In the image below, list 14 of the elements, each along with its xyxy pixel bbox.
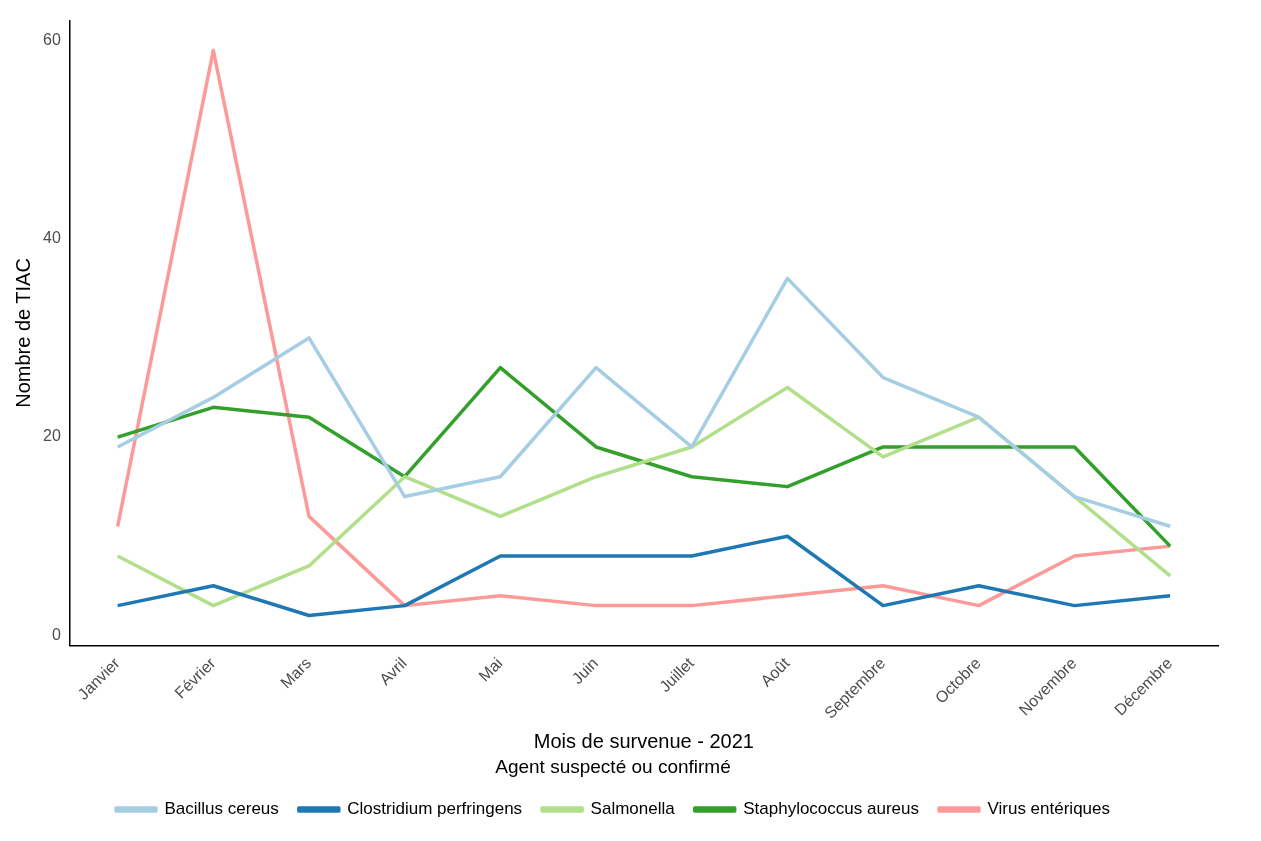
legend-label: Staphylococcus aureus [743,799,919,819]
x-axis-title: Mois de survenue - 2021 [533,729,754,752]
legend-title: Agent suspecté ou confirmé [495,755,731,777]
y-tick-label: 60 [43,30,61,48]
x-tick-label: Mai [475,654,506,685]
y-axis-title: Nombre de TIAC [11,258,34,408]
y-tick-label: 40 [43,229,61,247]
x-tick-label: Juin [568,654,602,688]
legend-label: Salmonella [590,799,676,819]
legend-label: Bacillus cereus [164,799,279,819]
y-tick-label: 20 [43,427,61,445]
legend-label: Virus entériques [987,799,1111,819]
y-tick-label: 0 [51,625,61,643]
legend-label: Clostridium perfringens [347,799,523,819]
